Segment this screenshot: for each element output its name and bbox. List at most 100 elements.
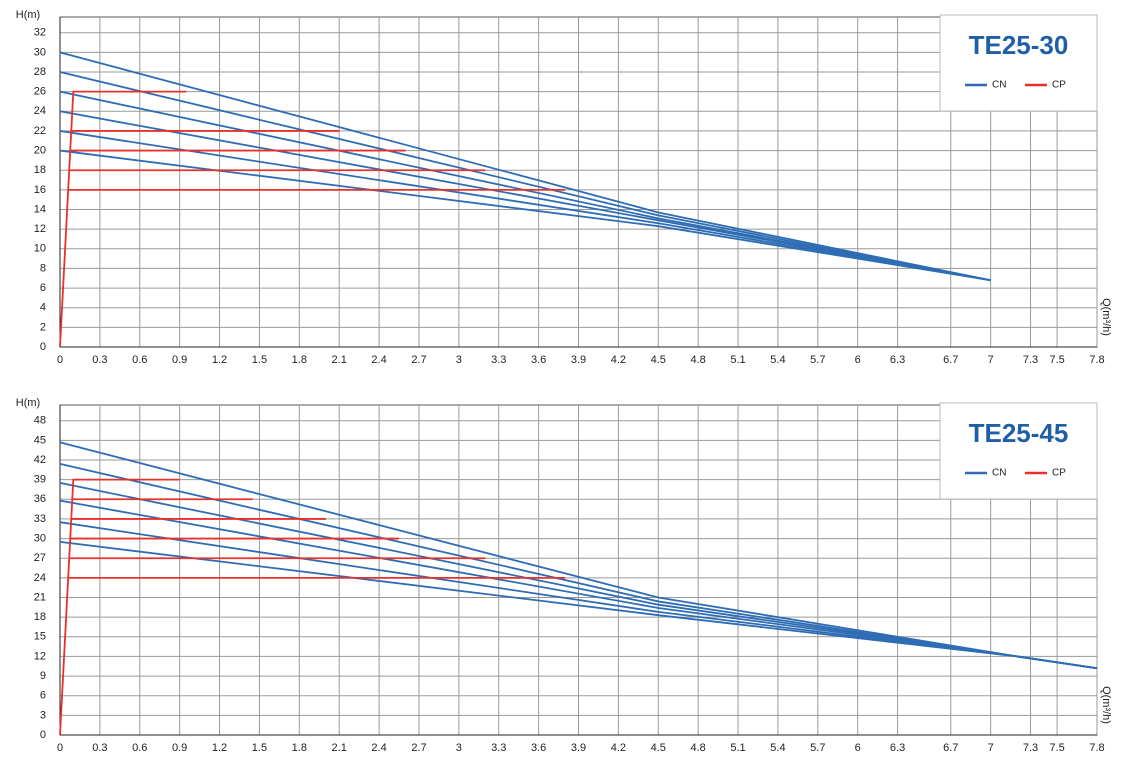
y-axis-label: H(m) xyxy=(16,9,40,21)
series-line xyxy=(59,110,991,282)
legend-label: CN xyxy=(992,468,1006,479)
y-tick-label: 26 xyxy=(34,86,46,98)
x-tick-label: 0 xyxy=(57,354,63,366)
y-tick-label: 33 xyxy=(34,513,46,525)
y-tick-label: 2 xyxy=(40,321,46,333)
y-tick-label: 24 xyxy=(34,572,46,584)
legend-label: CN xyxy=(992,80,1006,91)
x-tick-label: 3.3 xyxy=(491,354,506,366)
x-tick-label: 0.3 xyxy=(92,742,107,754)
x-tick-label: 5.4 xyxy=(770,354,785,366)
y-tick-label: 0 xyxy=(40,729,46,741)
x-axis-label: Q(m³/h) xyxy=(1100,686,1112,724)
y-tick-label: 42 xyxy=(34,454,46,466)
x-tick-label: 4.8 xyxy=(691,742,706,754)
y-tick-label: 24 xyxy=(34,105,46,117)
y-tick-label: 21 xyxy=(34,591,46,603)
x-axis-label: Q(m³/h) xyxy=(1100,298,1112,336)
x-tick-label: 5.4 xyxy=(770,742,785,754)
x-tick-label: 5.1 xyxy=(730,354,745,366)
x-tick-label: 7 xyxy=(988,354,994,366)
x-tick-label: 3.3 xyxy=(491,742,506,754)
x-tick-label: 7 xyxy=(988,742,994,754)
x-tick-label: 5.7 xyxy=(810,354,825,366)
chart-title: TE25-45 xyxy=(969,418,1069,448)
x-tick-label: 7.3 xyxy=(1023,742,1038,754)
y-tick-label: 6 xyxy=(40,690,46,702)
x-tick-label: 5.1 xyxy=(730,742,745,754)
y-tick-label: 45 xyxy=(34,434,46,446)
y-tick-label: 0 xyxy=(40,341,46,353)
x-tick-label: 0.9 xyxy=(172,354,187,366)
series-line xyxy=(59,51,991,282)
x-tick-label: 1.8 xyxy=(292,354,307,366)
x-tick-label: 3.9 xyxy=(571,354,586,366)
x-tick-label: 4.2 xyxy=(611,742,626,754)
y-tick-label: 8 xyxy=(40,262,46,274)
y-tick-label: 12 xyxy=(34,650,46,662)
x-tick-label: 0.6 xyxy=(132,742,147,754)
y-tick-label: 14 xyxy=(34,203,46,215)
x-tick-label: 7.3 xyxy=(1023,354,1038,366)
y-tick-label: 4 xyxy=(40,302,46,314)
series-line xyxy=(59,90,187,348)
x-tick-label: 6.7 xyxy=(943,354,958,366)
y-tick-label: 12 xyxy=(34,223,46,235)
x-tick-label: 1.2 xyxy=(212,742,227,754)
x-tick-label: 1.2 xyxy=(212,354,227,366)
y-tick-label: 18 xyxy=(34,611,46,623)
legend-label: CP xyxy=(1052,468,1066,479)
series-line xyxy=(59,130,991,282)
x-tick-label: 2.7 xyxy=(411,742,426,754)
y-tick-label: 16 xyxy=(34,184,46,196)
x-tick-label: 7.8 xyxy=(1089,742,1104,754)
y-tick-label: 30 xyxy=(34,46,46,58)
x-tick-label: 4.5 xyxy=(651,354,666,366)
x-tick-label: 2.1 xyxy=(332,354,347,366)
y-tick-label: 28 xyxy=(34,66,46,78)
x-tick-label: 3 xyxy=(456,742,462,754)
x-tick-label: 0.3 xyxy=(92,354,107,366)
x-tick-label: 3 xyxy=(456,354,462,366)
y-tick-label: 9 xyxy=(40,670,46,682)
x-tick-label: 0 xyxy=(57,742,63,754)
y-tick-label: 48 xyxy=(34,415,46,427)
x-tick-label: 4.5 xyxy=(651,742,666,754)
y-tick-label: 15 xyxy=(34,631,46,643)
x-tick-label: 0.6 xyxy=(132,354,147,366)
y-tick-label: 32 xyxy=(34,27,46,39)
y-tick-label: 27 xyxy=(34,552,46,564)
legend-label: CP xyxy=(1052,80,1066,91)
x-tick-label: 6.7 xyxy=(943,742,958,754)
y-tick-label: 22 xyxy=(34,125,46,137)
y-tick-label: 20 xyxy=(34,144,46,156)
x-tick-label: 3.9 xyxy=(571,742,586,754)
y-tick-label: 30 xyxy=(34,532,46,544)
y-tick-label: 18 xyxy=(34,164,46,176)
x-tick-label: 5.7 xyxy=(810,742,825,754)
x-tick-label: 6 xyxy=(855,354,861,366)
x-tick-label: 6.3 xyxy=(890,354,905,366)
y-tick-label: 3 xyxy=(40,709,46,721)
series-line xyxy=(59,149,991,282)
y-tick-label: 39 xyxy=(34,474,46,486)
x-tick-label: 4.2 xyxy=(611,354,626,366)
legend-box xyxy=(939,402,1098,500)
x-tick-label: 7.5 xyxy=(1049,742,1064,754)
x-tick-label: 4.8 xyxy=(691,354,706,366)
x-tick-label: 1.5 xyxy=(252,742,267,754)
legend-box xyxy=(939,14,1098,112)
x-tick-label: 3.6 xyxy=(531,742,546,754)
x-tick-label: 1.5 xyxy=(252,354,267,366)
x-tick-label: 0.9 xyxy=(172,742,187,754)
x-tick-label: 7.8 xyxy=(1089,354,1104,366)
x-tick-label: 6.3 xyxy=(890,742,905,754)
x-tick-label: 3.6 xyxy=(531,354,546,366)
y-axis-label: H(m) xyxy=(16,397,40,409)
series-line xyxy=(59,478,180,736)
y-tick-label: 36 xyxy=(34,493,46,505)
